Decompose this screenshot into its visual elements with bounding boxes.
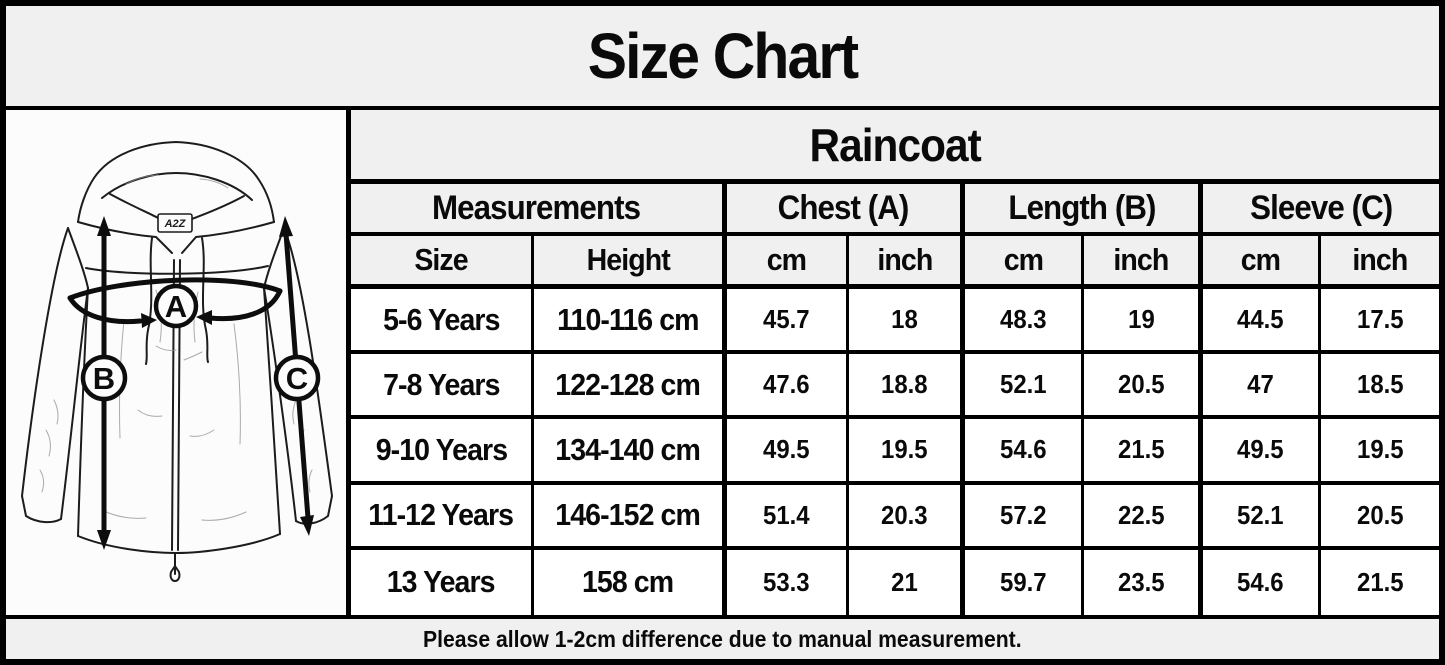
length-label: B [93,361,115,396]
row-height: 134-140 cm [534,419,727,485]
column-header-sleeve-inch: inch [1321,236,1439,289]
column-header-chest-cm: cm [727,236,849,289]
sleeve-cm-value: 54.6 [1203,549,1321,615]
chest-inch-value: 19.5 [849,419,965,485]
column-group-length: Length (B) [965,184,1203,236]
length-cm-value: 52.1 [965,354,1084,420]
title-band: Size Chart [6,6,1439,110]
sleeve-label-badge: C [273,354,321,402]
sleeve-inch-value: 21.5 [1321,549,1439,615]
column-header-sleeve-cm: cm [1203,236,1321,289]
column-group-chest: Chest (A) [727,184,965,236]
row-height: 158 cm [534,549,727,615]
sleeve-inch-value: 17.5 [1321,289,1439,355]
note-text: Please allow 1-2cm difference due to man… [423,625,1022,652]
sleeve-inch-value: 18.5 [1321,354,1439,420]
length-cm-value: 59.7 [965,549,1084,615]
content-area: A B C A2Z Raincoat [6,110,1439,615]
sleeve-cm-value: 47 [1203,354,1321,420]
column-header-size: Size [351,236,534,289]
column-header-chest-inch: inch [849,236,965,289]
column-header-height: Height [534,236,727,289]
raincoat-sketch: A B C A2Z [21,141,333,582]
chest-cm-value: 49.5 [727,419,849,485]
column-header-length-cm: cm [965,236,1084,289]
row-height: 110-116 cm [534,289,727,355]
raincoat-illustration: A B C A2Z [6,110,351,615]
length-inch-value: 23.5 [1084,549,1203,615]
row-size: 7-8 Years [351,354,534,420]
row-size: 11-12 Years [351,484,534,550]
row-size: 9-10 Years [351,419,534,485]
sleeve-inch-value: 20.5 [1321,484,1439,550]
chest-label: A [165,289,187,324]
length-cm-value: 48.3 [965,289,1084,355]
brand-logo-text: A2Z [164,218,187,230]
row-height: 146-152 cm [534,484,727,550]
chest-cm-value: 53.3 [727,549,849,615]
chest-cm-value: 51.4 [727,484,849,550]
chest-label-badge: A [153,283,199,329]
sleeve-cm-value: 52.1 [1203,484,1321,550]
length-inch-value: 19 [1084,289,1203,355]
measurement-note: Please allow 1-2cm difference due to man… [6,615,1439,659]
sleeve-cm-value: 49.5 [1203,419,1321,485]
row-size: 5-6 Years [351,289,534,355]
chest-inch-value: 18.8 [849,354,965,420]
page-title: Size Chart [587,20,859,92]
sleeve-label: C [286,361,308,396]
brand-tag: A2Z [157,213,193,233]
chest-cm-value: 45.7 [727,289,849,355]
chest-inch-value: 21 [849,549,965,615]
column-group-measurements: Measurements [351,184,727,236]
row-height: 122-128 cm [534,354,727,420]
product-name: Raincoat [351,110,1439,184]
column-group-sleeve: Sleeve (C) [1203,184,1439,236]
length-inch-value: 21.5 [1084,419,1203,485]
sleeve-cm-value: 44.5 [1203,289,1321,355]
chest-cm-value: 47.6 [727,354,849,420]
column-header-length-inch: inch [1084,236,1203,289]
length-cm-value: 54.6 [965,419,1084,485]
length-label-badge: B [80,354,128,402]
chest-inch-value: 20.3 [849,484,965,550]
length-cm-value: 57.2 [965,484,1084,550]
chest-inch-value: 18 [849,289,965,355]
chest-arrow [67,277,283,328]
sleeve-inch-value: 19.5 [1321,419,1439,485]
size-table: Raincoat Measurements Chest (A) Length (… [351,110,1439,615]
row-size: 13 Years [351,549,534,615]
length-inch-value: 22.5 [1084,484,1203,550]
length-inch-value: 20.5 [1084,354,1203,420]
